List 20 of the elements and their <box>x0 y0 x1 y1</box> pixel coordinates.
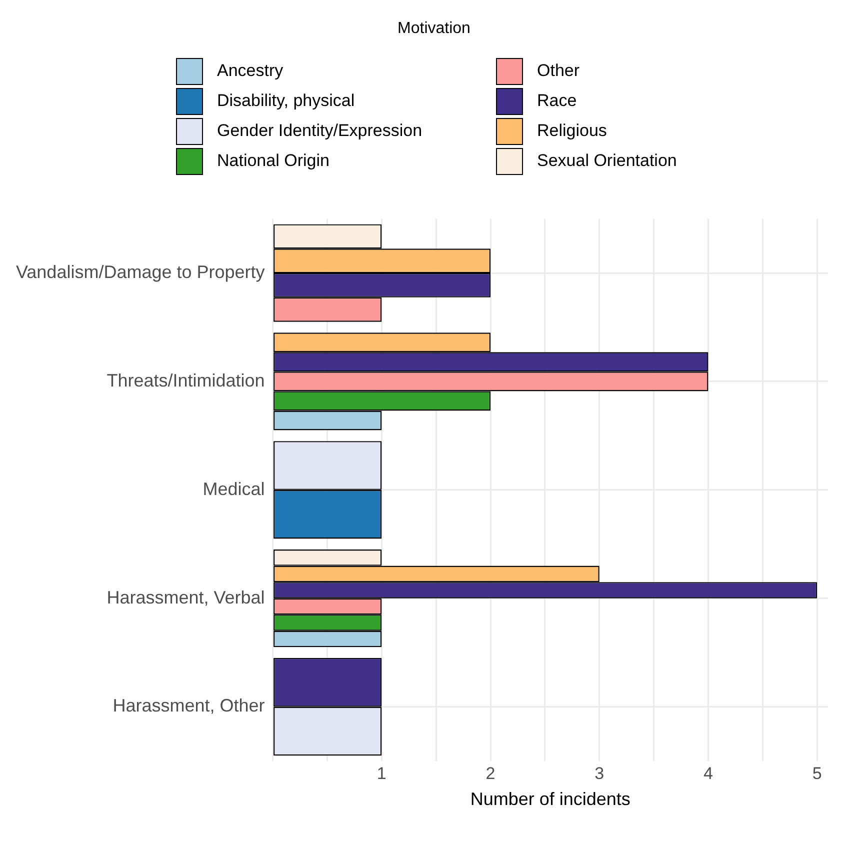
y-tick-label: Vandalism/Damage to Property <box>16 262 265 282</box>
x-tick-label: 5 <box>812 764 822 783</box>
legend-label: Disability, physical <box>217 91 355 111</box>
x-tick-label: 1 <box>376 764 386 783</box>
x-tick-label: 2 <box>486 764 496 783</box>
y-tick-label: Harassment, Verbal <box>106 587 265 608</box>
legend-label: Ancestry <box>217 61 284 81</box>
x-tick-label: 4 <box>704 764 713 783</box>
x-tick-label: 3 <box>594 764 604 783</box>
y-tick-label: Harassment, Other <box>112 696 265 716</box>
legend-title: Motivation <box>396 20 472 38</box>
y-tick-label: Medical <box>202 478 265 499</box>
legend-label: Gender Identity/Expression <box>217 121 422 141</box>
legend-label: Sexual Orientation <box>537 151 677 171</box>
legend-label: Other <box>537 61 580 81</box>
x-axis-title: Number of incidents <box>470 789 630 810</box>
legend-label: National Origin <box>217 151 330 171</box>
y-tick-label: Threats/Intimidation <box>106 370 265 390</box>
legend-label: Religious <box>537 121 607 141</box>
legend-label: Race <box>537 91 577 111</box>
